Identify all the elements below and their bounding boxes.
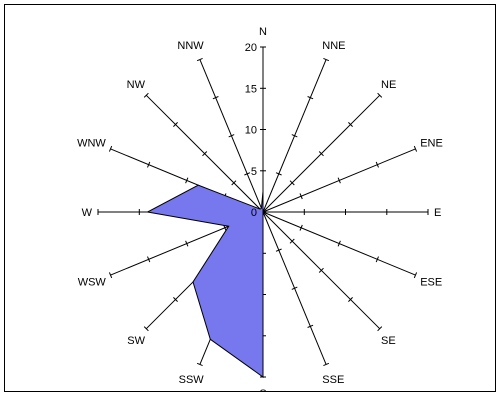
tick-mark: [348, 122, 353, 127]
direction-label-w: W: [82, 207, 93, 219]
tick-mark: [173, 297, 178, 302]
tick-mark: [375, 256, 379, 263]
direction-label-wsw: WSW: [78, 276, 107, 288]
direction-label-e: E: [434, 207, 441, 219]
tick-mark: [202, 151, 208, 157]
tick-mark: [377, 92, 383, 98]
direction-label-nnw: NNW: [177, 40, 204, 52]
tick-mark: [375, 161, 379, 168]
tick-mark: [223, 224, 227, 231]
direction-label-sse: SSE: [322, 374, 344, 386]
tick-mark: [143, 92, 149, 98]
tick-mark: [196, 57, 203, 62]
direction-label-s: S: [259, 388, 266, 392]
tick-mark: [307, 324, 314, 328]
tick-mark: [291, 134, 298, 138]
radial-tick-label: 15: [245, 83, 257, 95]
tick-mark: [323, 362, 330, 367]
tick-mark: [318, 151, 324, 157]
tick-mark: [348, 297, 353, 302]
tick-mark: [212, 96, 219, 100]
tick-mark: [299, 224, 303, 231]
labels-layer: N NNE NE ENE E ESE SE SSE S SSW SW WSW W WNW NW NNW: [77, 26, 443, 392]
tick-mark: [289, 180, 295, 186]
direction-label-nw: NW: [127, 79, 146, 91]
direction-label-wnw: WNW: [77, 138, 106, 150]
tick-mark: [244, 172, 251, 176]
ticks-layer: 0 5 10 15 20: [245, 42, 257, 219]
direction-label-n: N: [259, 26, 267, 38]
tick-mark: [337, 177, 341, 184]
tick-mark: [147, 161, 151, 168]
tick-mark: [377, 326, 383, 332]
tick-mark: [307, 96, 314, 100]
tick-mark: [231, 180, 237, 186]
direction-label-ssw: SSW: [179, 374, 205, 386]
chart-frame: 0 5 10 15 20 N NNE NE ENE E ESE SE SSE S SSW SW WSW W WNW…: [4, 4, 496, 392]
tick-mark: [173, 122, 178, 127]
data-layer: [145, 184, 264, 378]
tick-mark: [275, 248, 282, 252]
tick-mark: [108, 145, 113, 152]
tick-mark: [337, 240, 341, 247]
tick-mark: [147, 256, 151, 263]
tick-mark: [275, 172, 282, 176]
tick-mark: [413, 145, 418, 152]
wind-rose-chart: 0 5 10 15 20 N NNE NE ENE E ESE SE SSE S SSW SW WSW W WNW…: [77, 26, 443, 392]
tick-mark: [228, 134, 235, 138]
tick-mark: [291, 286, 298, 290]
tick-mark: [299, 193, 303, 200]
radial-tick-label: 10: [245, 125, 257, 137]
radial-tick-label: 20: [245, 42, 257, 54]
tick-mark: [323, 57, 330, 62]
radial-tick-label: 0: [251, 207, 257, 219]
tick-mark: [318, 267, 324, 273]
data-area: [145, 184, 264, 378]
tick-mark: [108, 272, 113, 279]
tick-mark: [185, 177, 189, 184]
tick-mark: [196, 362, 203, 367]
tick-mark: [143, 326, 149, 332]
tick-mark: [289, 238, 295, 244]
tick-mark: [185, 240, 189, 247]
radial-tick-label: 5: [251, 166, 257, 178]
direction-label-nne: NNE: [322, 40, 345, 52]
tick-mark: [413, 272, 418, 279]
direction-label-ese: ESE: [420, 276, 442, 288]
direction-label-sw: SW: [127, 335, 145, 347]
direction-label-se: SE: [381, 335, 396, 347]
direction-label-ne: NE: [381, 79, 396, 91]
direction-label-ene: ENE: [420, 138, 443, 150]
